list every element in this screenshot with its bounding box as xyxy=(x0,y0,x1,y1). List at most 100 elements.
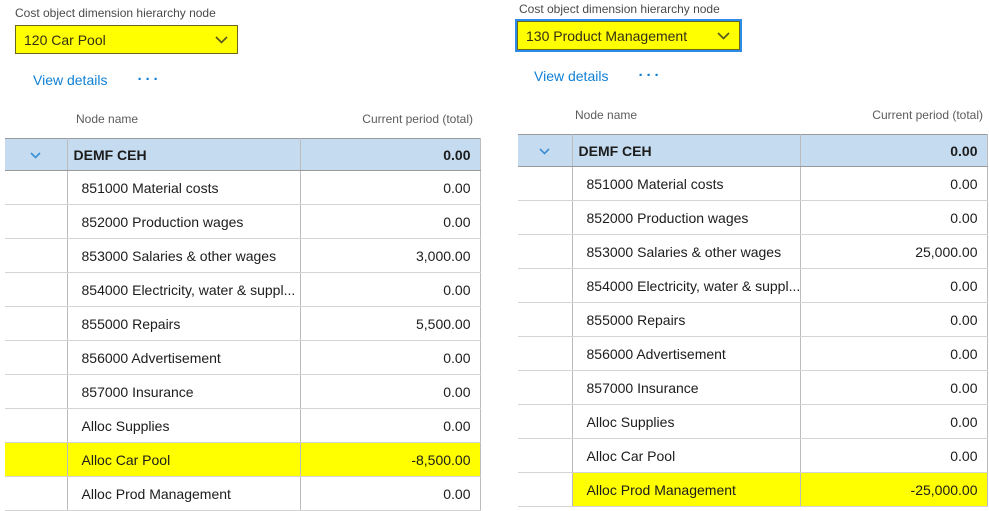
node-name-cell[interactable]: Alloc Supplies xyxy=(572,404,801,439)
row-select-gutter[interactable] xyxy=(518,166,573,201)
table-row[interactable]: Alloc Supplies 0.00 xyxy=(518,404,988,439)
row-select-gutter[interactable] xyxy=(518,336,573,371)
row-select-gutter[interactable] xyxy=(518,268,573,303)
node-name-cell[interactable]: 856000 Advertisement xyxy=(572,336,801,371)
node-name-cell[interactable]: DEMF CEH xyxy=(67,138,301,171)
node-name-cell[interactable]: 852000 Production wages xyxy=(572,200,801,235)
row-select-gutter[interactable] xyxy=(5,204,68,239)
group-row[interactable]: DEMF CEH 0.00 xyxy=(518,134,988,167)
node-name-cell[interactable]: 856000 Advertisement xyxy=(67,340,301,375)
current-period-cell[interactable]: 0.00 xyxy=(800,268,988,303)
node-name-cell[interactable]: 851000 Material costs xyxy=(67,170,301,205)
row-select-gutter[interactable] xyxy=(518,302,573,337)
current-period-cell[interactable]: 0.00 xyxy=(800,438,988,473)
table-row[interactable]: Alloc Car Pool -8,500.00 xyxy=(5,442,481,477)
current-period-cell[interactable]: 0.00 xyxy=(300,408,481,443)
node-name-cell[interactable]: 851000 Material costs xyxy=(572,166,801,201)
current-period-cell[interactable]: 0.00 xyxy=(300,170,481,205)
row-select-gutter[interactable] xyxy=(518,200,573,235)
current-period-cell[interactable]: 0.00 xyxy=(300,340,481,375)
table-row[interactable]: 856000 Advertisement 0.00 xyxy=(518,336,988,371)
node-name-cell[interactable]: 852000 Production wages xyxy=(67,204,301,239)
table-row[interactable]: 854000 Electricity, water & suppl... 0.00 xyxy=(5,272,481,307)
row-select-gutter[interactable] xyxy=(5,272,68,307)
row-select-gutter[interactable] xyxy=(518,404,573,439)
table-row[interactable]: 854000 Electricity, water & suppl... 0.00 xyxy=(518,268,988,303)
column-header-node-name[interactable]: Node name xyxy=(575,108,638,122)
current-period-cell[interactable]: 0.00 xyxy=(300,138,481,171)
node-name-cell[interactable]: Alloc Car Pool xyxy=(572,438,801,473)
table-row[interactable]: 851000 Material costs 0.00 xyxy=(518,166,988,201)
current-period-cell[interactable]: 25,000.00 xyxy=(800,234,988,269)
current-period-cell[interactable]: -8,500.00 xyxy=(300,442,481,477)
column-header-current-period[interactable]: Current period (total) xyxy=(362,112,473,126)
node-name-cell[interactable]: 854000 Electricity, water & suppl... xyxy=(572,268,801,303)
current-period-cell[interactable]: -25,000.00 xyxy=(800,472,988,507)
table-row[interactable]: Alloc Supplies 0.00 xyxy=(5,408,481,443)
node-name-cell[interactable]: 855000 Repairs xyxy=(572,302,801,337)
row-select-gutter[interactable] xyxy=(518,438,573,473)
row-select-gutter[interactable] xyxy=(518,234,573,269)
node-name-cell[interactable]: DEMF CEH xyxy=(572,134,801,167)
node-name-cell[interactable]: 857000 Insurance xyxy=(572,370,801,405)
table-row[interactable]: 855000 Repairs 5,500.00 xyxy=(5,306,481,341)
current-period-cell[interactable]: 0.00 xyxy=(800,370,988,405)
row-select-gutter[interactable] xyxy=(5,408,68,443)
table-row[interactable]: 857000 Insurance 0.00 xyxy=(518,370,988,405)
table-row[interactable]: 855000 Repairs 0.00 xyxy=(518,302,988,337)
column-header-current-period[interactable]: Current period (total) xyxy=(872,108,983,122)
hierarchy-node-dropdown[interactable]: 120 Car Pool xyxy=(15,25,238,54)
node-name-cell[interactable]: 854000 Electricity, water & suppl... xyxy=(67,272,301,307)
row-select-gutter[interactable] xyxy=(518,370,573,405)
node-name-cell[interactable]: 853000 Salaries & other wages xyxy=(67,238,301,273)
table-row[interactable]: 852000 Production wages 0.00 xyxy=(518,200,988,235)
row-select-gutter[interactable] xyxy=(518,134,573,167)
view-details-link[interactable]: View details xyxy=(534,68,609,84)
current-period-cell[interactable]: 0.00 xyxy=(800,134,988,167)
group-row[interactable]: DEMF CEH 0.00 xyxy=(5,138,481,171)
node-name-cell[interactable]: Alloc Car Pool xyxy=(67,442,301,477)
current-period-cell[interactable]: 0.00 xyxy=(800,302,988,337)
row-select-gutter[interactable] xyxy=(5,238,68,273)
table-row[interactable]: 857000 Insurance 0.00 xyxy=(5,374,481,409)
chevron-down-icon[interactable] xyxy=(30,152,41,159)
table-row[interactable]: 852000 Production wages 0.00 xyxy=(5,204,481,239)
node-name-cell[interactable]: Alloc Supplies xyxy=(67,408,301,443)
chevron-down-icon[interactable] xyxy=(717,31,730,40)
current-period-cell[interactable]: 0.00 xyxy=(800,336,988,371)
row-select-gutter[interactable] xyxy=(518,472,573,507)
more-options-button[interactable]: ··· xyxy=(137,71,162,88)
current-period-cell[interactable]: 3,000.00 xyxy=(300,238,481,273)
current-period-cell[interactable]: 0.00 xyxy=(300,272,481,307)
row-select-gutter[interactable] xyxy=(5,306,68,341)
row-select-gutter[interactable] xyxy=(5,170,68,205)
node-name-cell[interactable]: 857000 Insurance xyxy=(67,374,301,409)
table-row[interactable]: 853000 Salaries & other wages 25,000.00 xyxy=(518,234,988,269)
node-name-cell[interactable]: 853000 Salaries & other wages xyxy=(572,234,801,269)
chevron-down-icon[interactable] xyxy=(539,148,550,155)
column-header-node-name[interactable]: Node name xyxy=(76,112,139,126)
current-period-cell[interactable]: 0.00 xyxy=(800,166,988,201)
table-row[interactable]: 851000 Material costs 0.00 xyxy=(5,170,481,205)
table-row[interactable]: 853000 Salaries & other wages 3,000.00 xyxy=(5,238,481,273)
table-row[interactable]: Alloc Car Pool 0.00 xyxy=(518,438,988,473)
node-name-cell[interactable]: Alloc Prod Management xyxy=(572,472,801,507)
table-row[interactable]: Alloc Prod Management -25,000.00 xyxy=(518,472,988,507)
current-period-cell[interactable]: 0.00 xyxy=(300,374,481,409)
row-select-gutter[interactable] xyxy=(5,442,68,477)
node-name-cell[interactable]: 855000 Repairs xyxy=(67,306,301,341)
current-period-cell[interactable]: 0.00 xyxy=(800,200,988,235)
more-options-button[interactable]: ··· xyxy=(638,67,663,84)
table-row[interactable]: 856000 Advertisement 0.00 xyxy=(5,340,481,375)
row-select-gutter[interactable] xyxy=(5,138,68,171)
hierarchy-node-dropdown[interactable]: 130 Product Management xyxy=(515,19,742,52)
row-select-gutter[interactable] xyxy=(5,374,68,409)
cost-panel-product-management: Cost object dimension hierarchy node 130… xyxy=(515,2,989,507)
chevron-down-icon[interactable] xyxy=(215,35,228,44)
current-period-cell[interactable]: 0.00 xyxy=(800,404,988,439)
row-select-gutter[interactable] xyxy=(5,340,68,375)
current-period-cell[interactable]: 0.00 xyxy=(300,204,481,239)
column-headers: Node name Current period (total) xyxy=(518,108,983,122)
view-details-link[interactable]: View details xyxy=(33,72,108,88)
current-period-cell[interactable]: 5,500.00 xyxy=(300,306,481,341)
